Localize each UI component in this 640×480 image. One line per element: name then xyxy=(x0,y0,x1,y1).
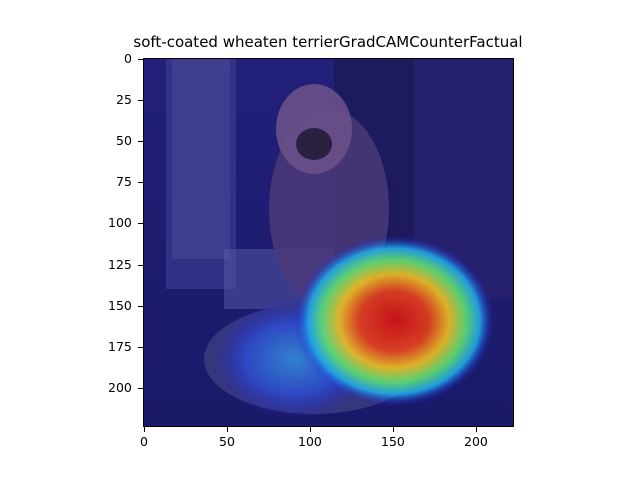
y-tick-0 xyxy=(138,59,143,60)
y-tick-label-0: 0 xyxy=(124,51,132,66)
plot-title: soft-coated wheaten terrierGradCAMCounte… xyxy=(133,33,523,51)
y-tick-75 xyxy=(138,182,143,183)
heatmap-hot-region xyxy=(294,236,494,406)
y-tick-125 xyxy=(138,265,143,266)
x-tick-label-200: 200 xyxy=(464,434,488,449)
x-tick-label-0: 0 xyxy=(140,434,148,449)
x-tick-100 xyxy=(310,427,311,432)
y-tick-150 xyxy=(138,306,143,307)
x-tick-label-100: 100 xyxy=(298,434,322,449)
x-tick-150 xyxy=(393,427,394,432)
y-tick-label-200: 200 xyxy=(108,380,132,395)
y-tick-label-150: 150 xyxy=(108,298,132,313)
x-tick-0 xyxy=(144,427,145,432)
y-tick-100 xyxy=(138,223,143,224)
x-tick-200 xyxy=(476,427,477,432)
x-tick-label-50: 50 xyxy=(219,434,235,449)
y-tick-label-100: 100 xyxy=(108,215,132,230)
y-tick-label-50: 50 xyxy=(116,133,132,148)
window xyxy=(172,59,230,259)
image-axes xyxy=(143,58,514,427)
y-tick-25 xyxy=(138,100,143,101)
y-tick-label-75: 75 xyxy=(116,174,132,189)
y-tick-label-25: 25 xyxy=(116,92,132,107)
y-tick-label-125: 125 xyxy=(108,257,132,272)
gradcam-overlay-image xyxy=(144,59,513,426)
y-tick-label-175: 175 xyxy=(108,339,132,354)
x-tick-50 xyxy=(227,427,228,432)
dog-snout xyxy=(296,128,332,160)
y-tick-200 xyxy=(138,388,143,389)
y-tick-50 xyxy=(138,141,143,142)
y-tick-175 xyxy=(138,347,143,348)
x-tick-label-150: 150 xyxy=(381,434,405,449)
